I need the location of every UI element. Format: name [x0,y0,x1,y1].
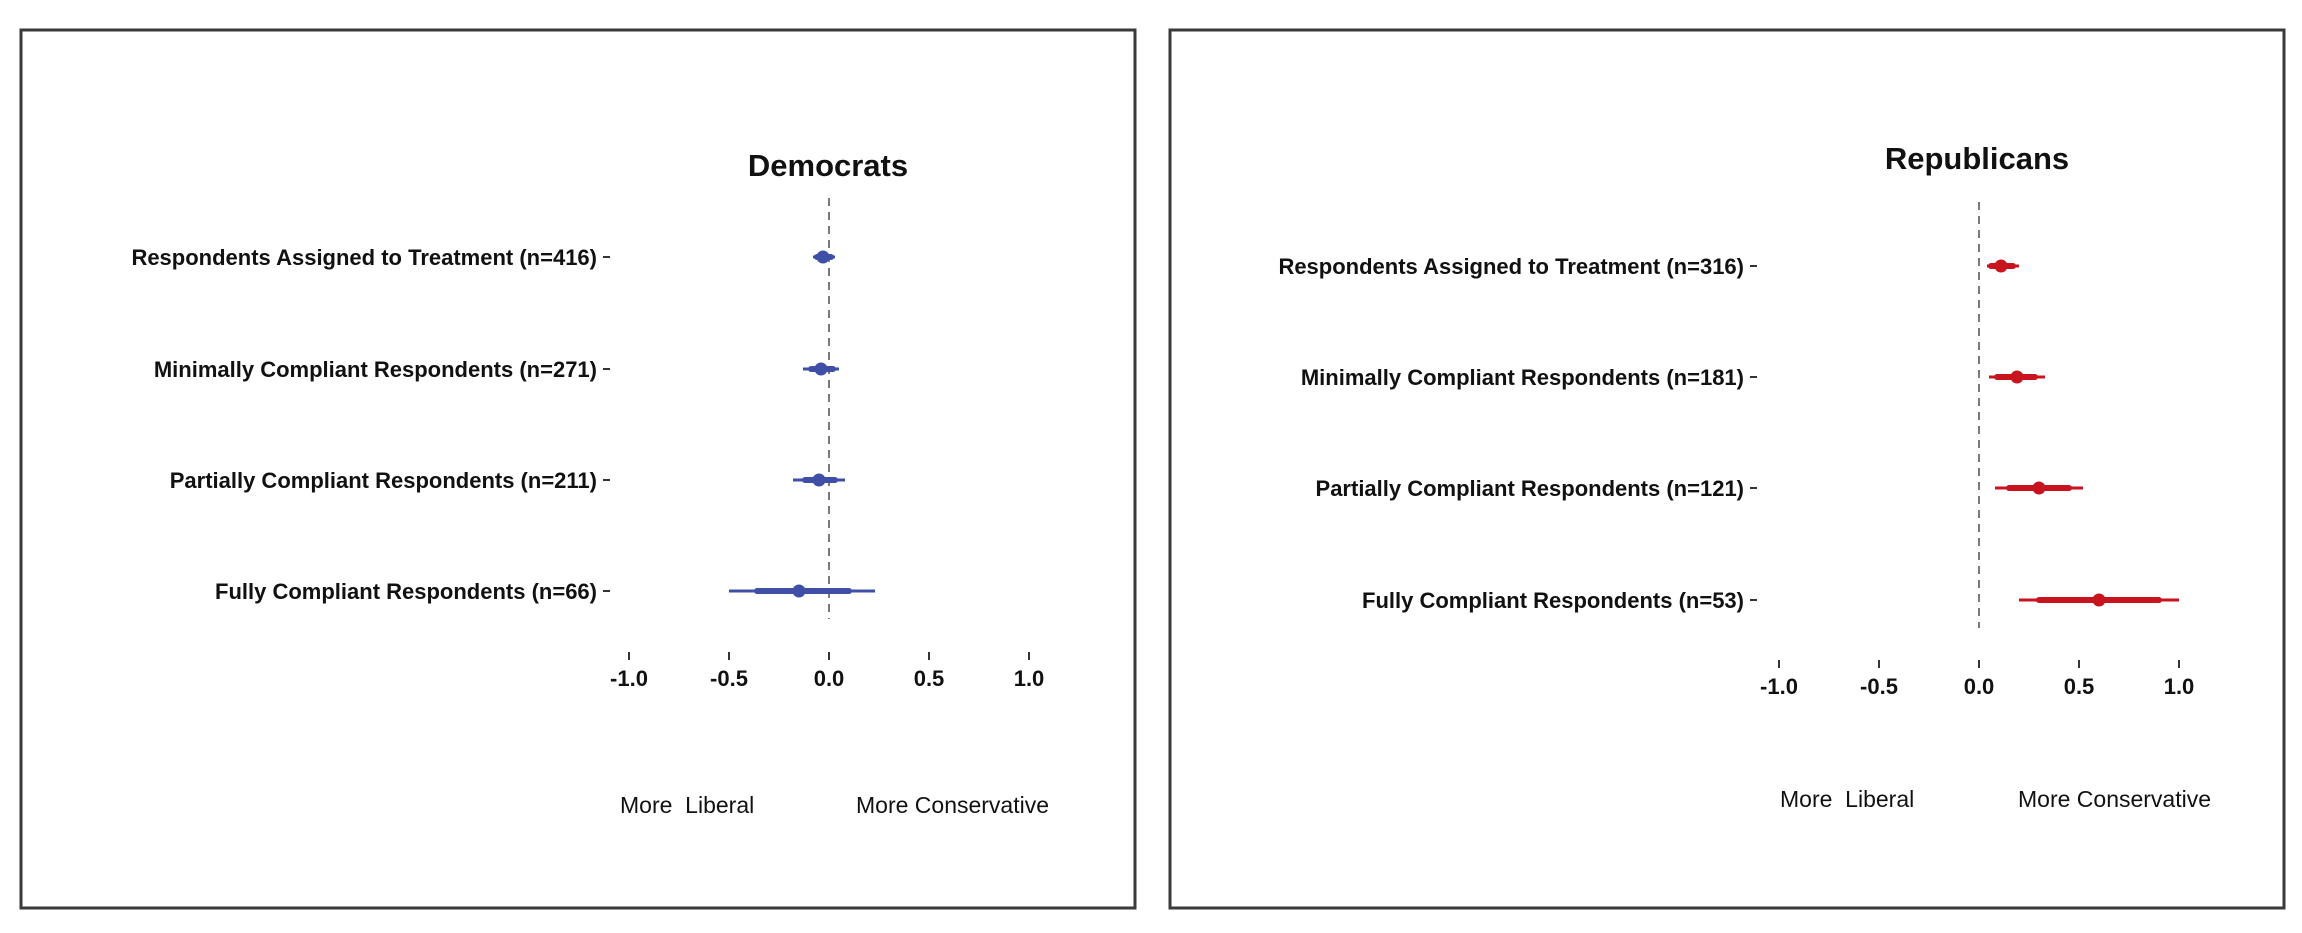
direction-label-left: More Liberal [620,792,754,818]
x-tick-label: 0.0 [1964,674,1995,699]
x-tick-label: -1.0 [610,666,648,691]
category-label: Minimally Compliant Respondents (n=181) [1301,365,1744,390]
category-label: Partially Compliant Respondents (n=211) [170,468,597,493]
x-tick-label: -1.0 [1760,674,1798,699]
point-estimate [792,584,806,598]
x-tick-label: 1.0 [1014,666,1045,691]
panel-title: Democrats [748,148,908,183]
republicans-panel: Republicans Respondents Assigned to Trea… [1168,28,2286,910]
category-label: Minimally Compliant Respondents (n=271) [154,357,597,382]
category-label: Respondents Assigned to Treatment (n=416… [131,245,597,270]
x-tick-label: 1.0 [2164,674,2195,699]
x-tick-label: 0.0 [814,666,845,691]
x-tick-label: -0.5 [1860,674,1898,699]
category-label: Fully Compliant Respondents (n=66) [215,579,597,604]
direction-label-right: More Conservative [2018,786,2211,812]
category-label: Fully Compliant Respondents (n=53) [1362,588,1744,613]
point-estimate [2092,593,2106,607]
x-tick-label: 0.5 [914,666,945,691]
panel-title: Republicans [1885,141,2069,176]
point-estimate [2032,481,2046,495]
category-label: Partially Compliant Respondents (n=121) [1316,476,1744,501]
panel-frame [19,28,1137,910]
panel-frame [1168,28,2286,910]
point-estimate [1994,259,2008,273]
x-tick-label: -0.5 [710,666,748,691]
point-estimate [2010,370,2024,384]
x-tick-label: 0.5 [2064,674,2095,699]
category-label: Respondents Assigned to Treatment (n=316… [1278,254,1744,279]
point-estimate [814,362,828,376]
democrats-panel: Democrats Respondents Assigned to Treatm… [19,28,1137,910]
point-estimate [812,473,826,487]
direction-label-right: More Conservative [856,792,1049,818]
direction-label-left: More Liberal [1780,786,1914,812]
point-estimate [816,250,830,264]
